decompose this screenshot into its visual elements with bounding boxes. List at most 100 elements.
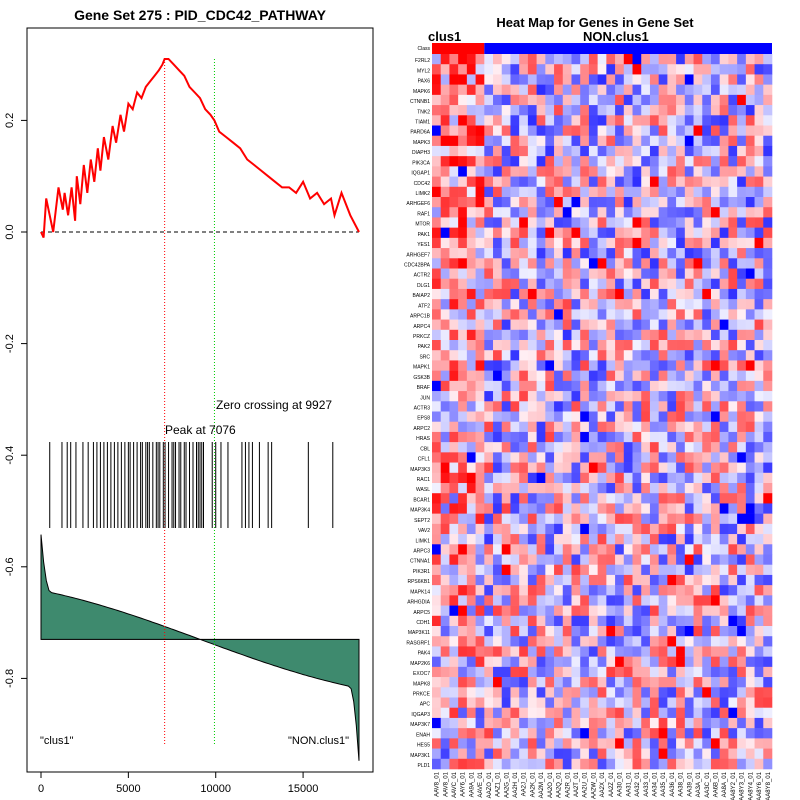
heatmap-cell [719,74,729,85]
heatmap-cell [501,207,511,218]
heatmap-cell [562,646,572,657]
heatmap-cell [719,278,729,290]
heatmap-cell [545,319,555,331]
heatmap-cell [676,554,686,566]
sample-label: AA2T_01 [574,771,580,797]
heatmap-cell [684,186,694,198]
heatmap-cell [519,176,529,188]
heatmap-cell [580,186,590,198]
heatmap-cell [588,452,598,463]
heatmap-cell [571,656,581,668]
heatmap-cell [475,84,485,96]
y-tick-label: -0.4 [4,446,16,465]
heatmap-cell [501,299,511,310]
heatmap-cell [606,197,616,208]
heatmap-cell [615,329,625,341]
heatmap-cell [501,186,511,198]
heatmap-cell [710,370,720,382]
heatmap-cell [737,472,747,484]
heatmap-cell [763,125,773,137]
heatmap-cell [571,125,581,137]
heatmap-cell [649,186,659,198]
heatmap-cell [763,207,773,218]
heatmap-cell [684,717,694,729]
heatmap-cell [745,217,755,228]
heatmap-cell [536,248,546,259]
heatmap-cell [440,452,450,463]
heatmap-cell [763,626,773,637]
heatmap-cell [649,94,659,106]
heatmap-cell [493,564,503,576]
heatmap-cell [693,472,703,484]
sample-label: AA8Y8_01 [766,771,772,800]
heatmap-cell [466,697,476,709]
heatmap-cell [693,534,703,545]
heatmap-cell [432,442,442,453]
heatmap-cell [693,278,703,290]
heatmap-cell [754,411,764,423]
heatmap-cell [693,176,703,188]
heatmap-cell [580,248,590,259]
heatmap-cell [458,595,468,606]
heatmap-cell [737,248,747,259]
heatmap-cell [658,421,668,433]
heatmap-cell [501,197,511,208]
heatmap-cell [536,340,546,351]
heatmap-cell [597,523,607,535]
heatmap-cell [458,748,468,760]
heatmap-cell [606,391,616,402]
heatmap-cell [606,125,616,137]
heatmap-cell [527,401,537,412]
heatmap-cell [754,483,764,494]
heatmap-cell [475,299,485,310]
heatmap-cell [571,319,581,331]
heatmap-cell [466,401,476,412]
heatmap-cell [527,258,537,269]
heatmap-cell [641,401,651,412]
heatmap-cell [588,217,598,228]
heatmap-cell [676,585,686,596]
heatmap-cell [440,626,450,637]
heatmap-cell [728,421,738,433]
heatmap-cell [684,626,694,637]
sample-label: AA2Z_01 [609,771,615,797]
gene-label: DIAPH3 [412,150,430,156]
heatmap-cell [702,288,712,300]
heatmap-cell [710,615,720,627]
heatmap-cell [449,84,459,96]
gene-label: WASL [416,487,430,493]
heatmap-cell [632,493,642,504]
heatmap-cell [702,217,712,228]
heatmap-cell [536,380,546,392]
heatmap-cell [658,738,668,749]
heatmap-cell [562,758,572,770]
sample-label: AA2U_01 [583,771,589,797]
heatmap-cell [484,278,494,290]
heatmap-cell [623,370,633,382]
heatmap-cell [440,411,450,423]
heatmap-cell [623,595,633,606]
sample-label: AA9A_01 [469,771,475,797]
heatmap-cell [588,64,598,75]
heatmap-cell [745,728,755,739]
heatmap-cell [737,227,747,239]
heatmap-cell [763,197,773,208]
heatmap-cell [432,666,442,678]
heatmap-cell [719,666,729,678]
heatmap-cell [597,503,607,514]
heatmap-cell [475,717,485,729]
heatmap-cell [449,523,459,535]
heatmap-cell [432,217,442,228]
heatmap-cell [710,84,720,96]
heatmap-cell [545,288,555,300]
heatmap-cell [667,717,677,729]
heatmap-cell [693,391,703,402]
heatmap-cell [710,513,720,525]
heatmap-cell [702,462,712,474]
heatmap-cell [693,237,703,249]
heatmap-cell [432,176,442,188]
gene-label: RASGRF1 [406,640,430,646]
heatmap-cell [588,186,598,198]
heatmap-cell [510,523,520,535]
heatmap-cell [493,166,503,177]
